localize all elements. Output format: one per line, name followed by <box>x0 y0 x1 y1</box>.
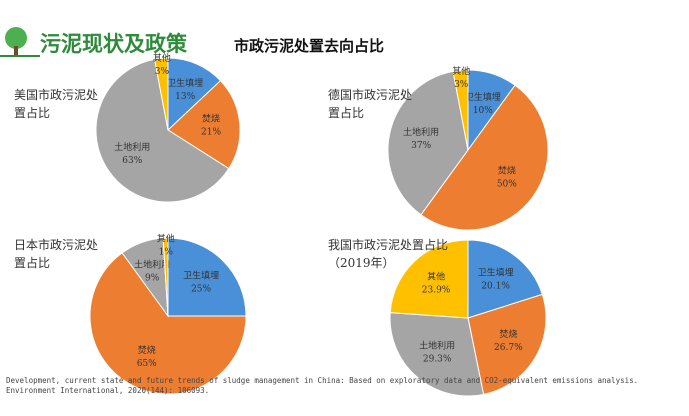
slice-label: 土地利用 <box>114 141 150 153</box>
pie-slice <box>467 293 547 396</box>
slice-value-label: 29.3% <box>423 355 452 365</box>
slice-value-label: 9% <box>145 273 160 283</box>
slice-label: 其他 <box>153 52 171 64</box>
slice-label: 土地利用 <box>419 340 455 352</box>
pie-slice <box>89 252 247 395</box>
slice-value-label: 37% <box>411 141 431 151</box>
citation: Development, current state and future tr… <box>6 376 639 395</box>
slice-value-label: 25% <box>191 284 211 294</box>
slice-value-label: 65% <box>137 359 157 369</box>
slide-subtitle: 市政污泥处置去向占比 <box>234 37 385 55</box>
slice-label: 焚烧 <box>202 112 220 124</box>
pie-slice <box>420 84 549 231</box>
slice-label: 土地利用 <box>403 126 439 138</box>
slice-value-label: 26.7% <box>494 343 523 353</box>
slice-label: 卫生填埋 <box>167 77 203 89</box>
slice-label: 其他 <box>452 65 470 77</box>
pie-slice <box>389 239 469 319</box>
pie-slice <box>153 57 169 131</box>
pie-title: 德国市政污泥处置占比 <box>328 88 413 120</box>
slice-label: 焚烧 <box>498 165 516 177</box>
pie-slice <box>167 57 222 132</box>
slice-value-label: 20.1% <box>481 282 510 292</box>
slice-value-label: 3% <box>454 80 469 90</box>
slice-label: 土地利用 <box>134 258 170 270</box>
slice-label: 卫生填埋 <box>465 91 501 103</box>
slice-value-label: 50% <box>497 180 517 190</box>
logo-icon <box>0 27 40 57</box>
slice-value-label: 63% <box>122 156 142 166</box>
slide-title: 污泥现状及政策 <box>40 32 187 56</box>
slice-value-label: 10% <box>473 106 493 116</box>
pie-slice <box>167 237 247 317</box>
pie-slice <box>389 312 485 397</box>
slice-label: 焚烧 <box>138 344 156 356</box>
pie-slice <box>167 80 241 170</box>
slice-label: 其他 <box>427 270 445 282</box>
pie-title: 日本市政污泥处置占比 <box>14 238 99 270</box>
pie-slice <box>95 58 230 203</box>
pie-slice <box>452 69 469 151</box>
pie-title: 我国市政污泥处置占比（2019年） <box>328 238 449 270</box>
slice-label: 其他 <box>157 232 175 244</box>
slice-value-label: 21% <box>201 127 221 137</box>
pie-slice <box>387 70 469 216</box>
slice-label: 卫生填埋 <box>183 269 219 281</box>
pie-slice <box>162 237 169 317</box>
slice-label: 卫生填埋 <box>478 267 514 279</box>
slice-value-label: 13% <box>175 92 195 102</box>
pie-slice <box>467 239 543 319</box>
slice-value-label: 23.9% <box>422 285 451 295</box>
slice-value-label: 1% <box>159 247 174 257</box>
slice-label: 焚烧 <box>499 328 517 340</box>
pie-title: 美国市政污泥处置占比 <box>14 88 99 120</box>
slice-value-label: 3% <box>155 67 170 77</box>
